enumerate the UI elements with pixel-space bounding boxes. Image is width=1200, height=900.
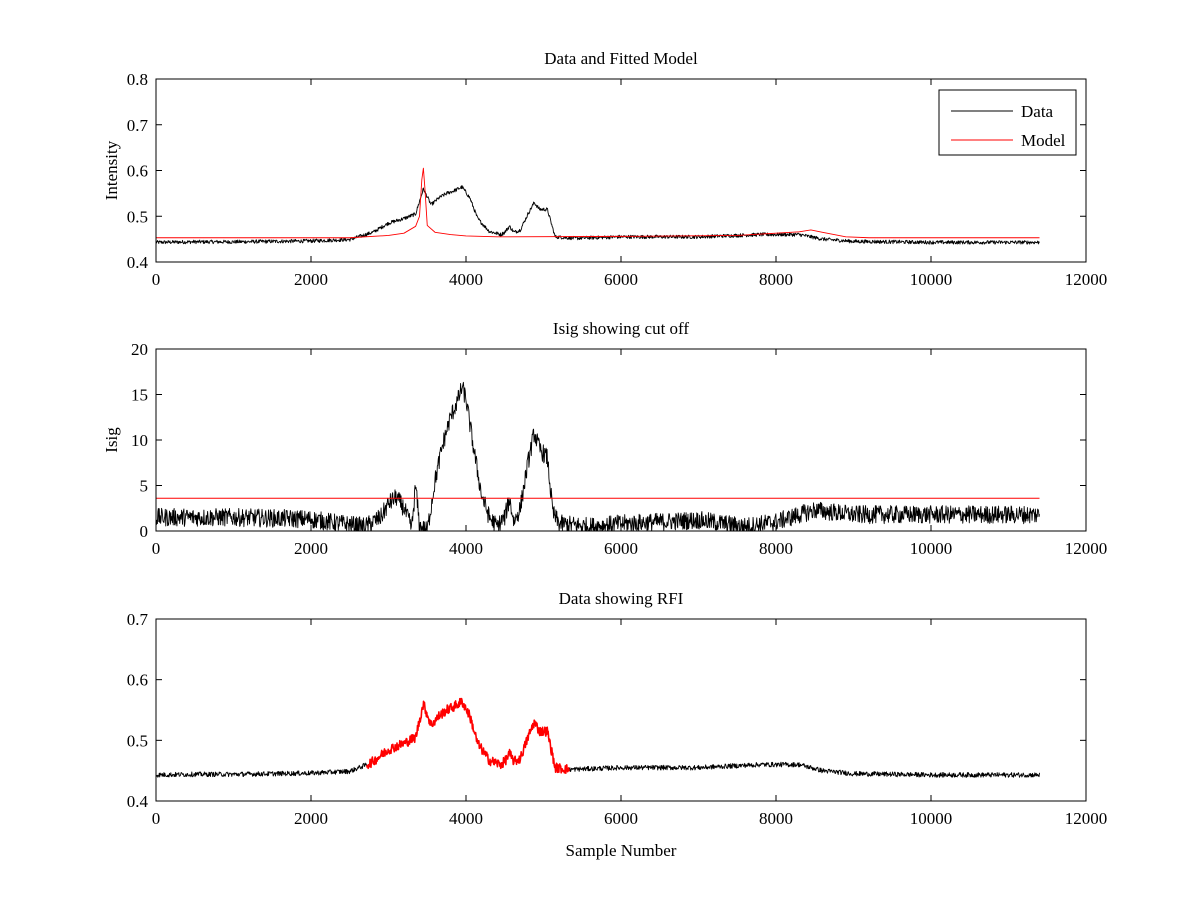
series-line-1 [156,762,368,778]
x-tick-label: 6000 [604,270,638,289]
series-line-1 [156,381,1040,531]
plot-area [156,381,1040,531]
y-tick-label: 0.6 [127,671,148,690]
y-tick-label: 0 [140,522,149,541]
x-tick-label: 10000 [910,270,953,289]
x-tick-label: 4000 [449,809,483,828]
y-tick-label: 15 [131,386,148,405]
subplot-3: 0 2000 4000 6000 8000 10000 12000 0.4 0.5 0.6 0.7 D… [127,589,1108,860]
y-tick-label: 0.4 [127,253,149,272]
x-tick-label: 12000 [1065,270,1108,289]
plot-area [156,697,1040,778]
x-tick-label: 10000 [910,539,953,558]
x-tick-label: 12000 [1065,809,1108,828]
subplot-2: 0 2000 4000 6000 8000 10000 12000 0 5 10 15 20 Isig … [102,319,1107,558]
legend: Data Model [938,89,1077,156]
x-tick-label: 2000 [294,539,328,558]
x-tick-label: 8000 [759,539,793,558]
legend-label: Data [1021,102,1054,121]
x-axis-label: Sample Number [566,841,677,860]
series-line-3 [569,761,1040,778]
series-line-2 [366,697,571,775]
x-tick-label: 0 [152,270,161,289]
y-tick-label: 0.7 [127,610,149,629]
axes-frame [155,348,1087,532]
chart-title: Isig showing cut off [553,319,689,338]
x-tick-label: 12000 [1065,539,1108,558]
y-axis-label: Intensity [102,140,121,200]
y-tick-label: 5 [140,477,149,496]
plot-area [156,167,1040,245]
chart-title: Data and Fitted Model [544,49,698,68]
x-tick-label: 4000 [449,539,483,558]
x-tick-label: 0 [152,539,161,558]
y-tick-label: 10 [131,431,148,450]
y-tick-label: 0.8 [127,70,148,89]
x-tick-label: 0 [152,809,161,828]
x-tick-label: 2000 [294,809,328,828]
subplot-1: 0 2000 4000 6000 8000 10000 12000 0.4 0.5 0.6 0.7 0… [102,49,1107,289]
x-tick-label: 6000 [604,539,638,558]
legend-label: Model [1021,131,1066,150]
series-line-2 [156,167,1040,239]
x-tick-label: 2000 [294,270,328,289]
x-tick-label: 6000 [604,809,638,828]
x-tick-label: 10000 [910,809,953,828]
y-tick-label: 20 [131,340,148,359]
x-tick-label: 4000 [449,270,483,289]
series-line-1 [156,185,1040,245]
legend-box [938,89,1077,156]
chart-title: Data showing RFI [559,589,684,608]
y-tick-label: 0.5 [127,207,148,226]
x-tick-label: 8000 [759,809,793,828]
y-tick-label: 0.6 [127,162,148,181]
y-tick-label: 0.5 [127,731,148,750]
y-tick-label: 0.4 [127,792,149,811]
x-tick-label: 8000 [759,270,793,289]
y-tick-label: 0.7 [127,116,149,135]
y-axis-label: Isig [102,427,121,453]
